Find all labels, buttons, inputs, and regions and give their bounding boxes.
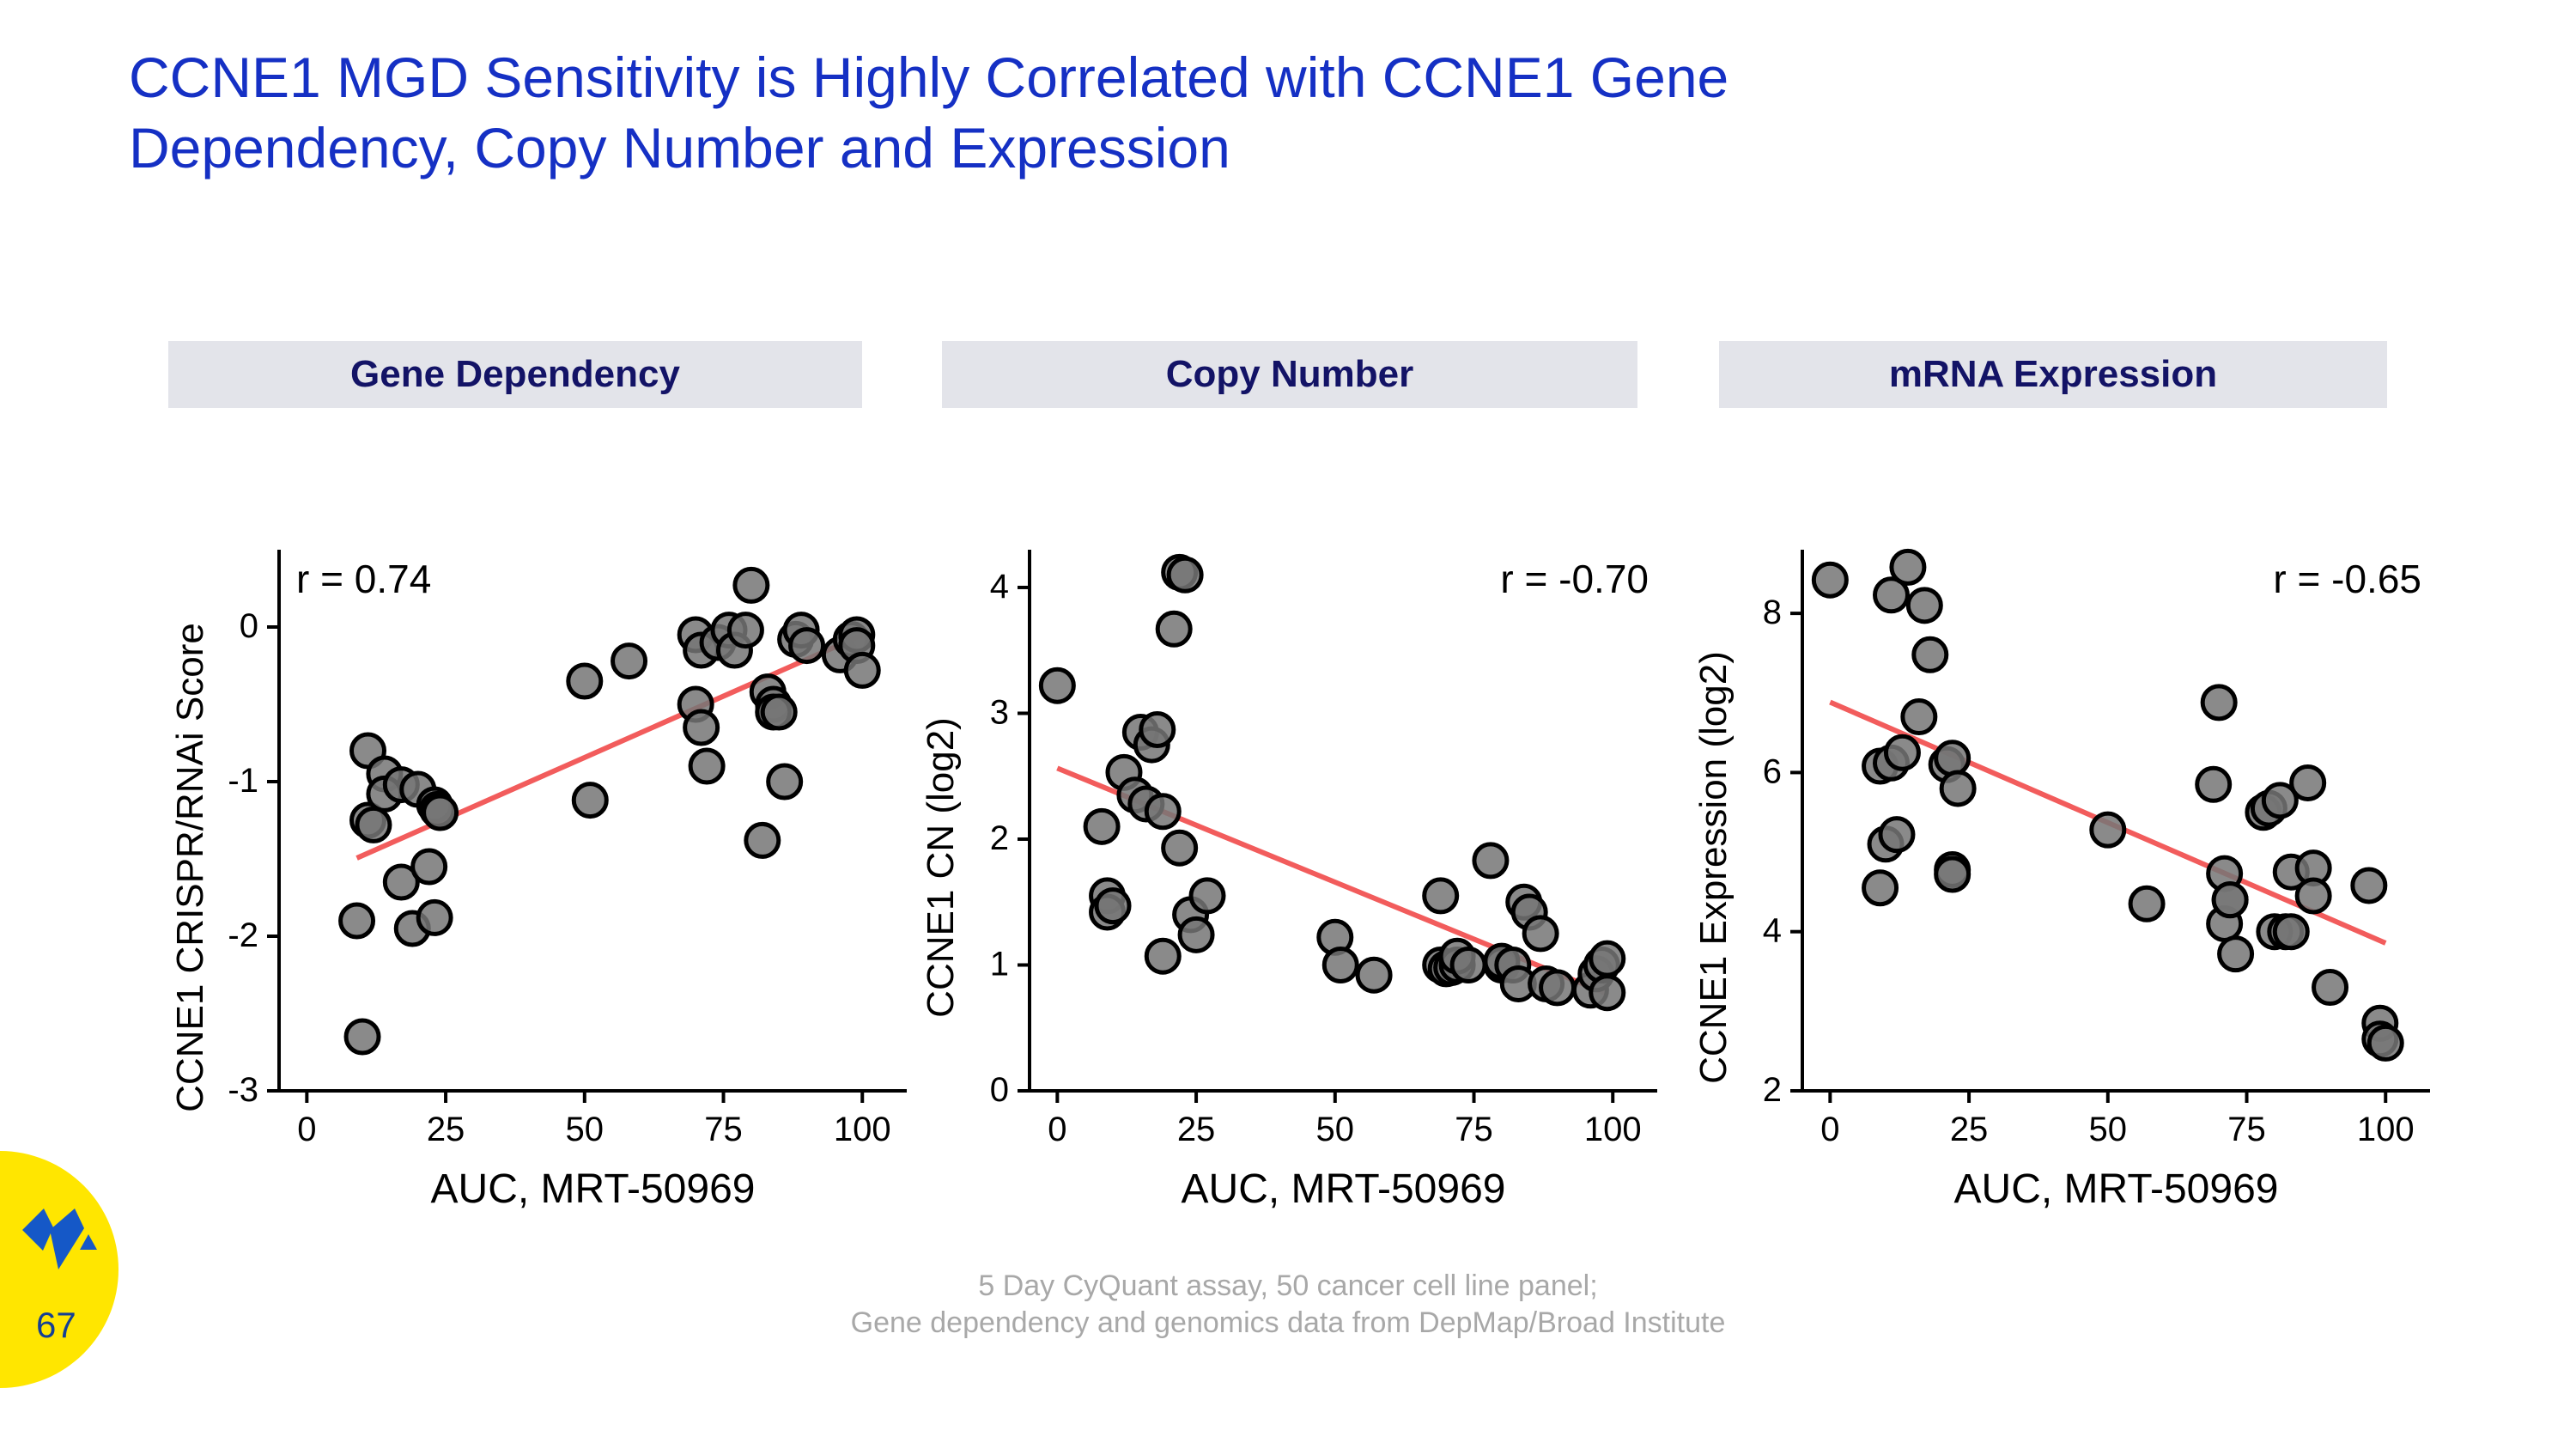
svg-text:25: 25 xyxy=(1950,1111,1989,1148)
svg-text:-3: -3 xyxy=(228,1071,258,1109)
svg-text:8: 8 xyxy=(1763,594,1782,631)
svg-text:0: 0 xyxy=(1048,1111,1066,1148)
svg-text:CCNE1 CN (log2): CCNE1 CN (log2) xyxy=(920,717,962,1018)
svg-text:0: 0 xyxy=(240,607,258,645)
svg-text:CCNE1 Expression (log2): CCNE1 Expression (log2) xyxy=(1692,651,1735,1084)
svg-text:100: 100 xyxy=(1584,1111,1642,1148)
svg-text:75: 75 xyxy=(704,1111,743,1148)
svg-text:CCNE1 CRISPR/RNAi Score: CCNE1 CRISPR/RNAi Score xyxy=(169,623,211,1112)
svg-text:2: 2 xyxy=(990,819,1009,857)
svg-text:r = -0.70: r = -0.70 xyxy=(1500,557,1649,601)
svg-text:3: 3 xyxy=(990,693,1009,731)
svg-text:r = 0.74: r = 0.74 xyxy=(296,557,431,601)
svg-text:75: 75 xyxy=(1455,1111,1493,1148)
svg-text:100: 100 xyxy=(834,1111,891,1148)
svg-text:75: 75 xyxy=(2227,1111,2266,1148)
svg-text:100: 100 xyxy=(2357,1111,2415,1148)
svg-text:1: 1 xyxy=(990,945,1009,983)
svg-text:r = -0.65: r = -0.65 xyxy=(2273,557,2421,601)
svg-text:-2: -2 xyxy=(228,916,258,954)
svg-text:50: 50 xyxy=(2089,1111,2128,1148)
svg-text:AUC, MRT-50969: AUC, MRT-50969 xyxy=(431,1166,756,1212)
svg-text:2: 2 xyxy=(1763,1071,1782,1109)
svg-text:0: 0 xyxy=(297,1111,316,1148)
svg-text:AUC, MRT-50969: AUC, MRT-50969 xyxy=(1954,1166,2279,1212)
svg-text:4: 4 xyxy=(1763,912,1782,950)
svg-text:6: 6 xyxy=(1763,752,1782,790)
svg-text:4: 4 xyxy=(990,568,1009,606)
svg-text:0: 0 xyxy=(990,1071,1009,1109)
svg-text:-1: -1 xyxy=(228,762,258,800)
svg-text:0: 0 xyxy=(1820,1111,1839,1148)
svg-text:AUC, MRT-50969: AUC, MRT-50969 xyxy=(1182,1166,1506,1212)
svg-text:25: 25 xyxy=(1177,1111,1216,1148)
svg-text:50: 50 xyxy=(1316,1111,1355,1148)
svg-text:25: 25 xyxy=(427,1111,465,1148)
svg-text:50: 50 xyxy=(566,1111,605,1148)
